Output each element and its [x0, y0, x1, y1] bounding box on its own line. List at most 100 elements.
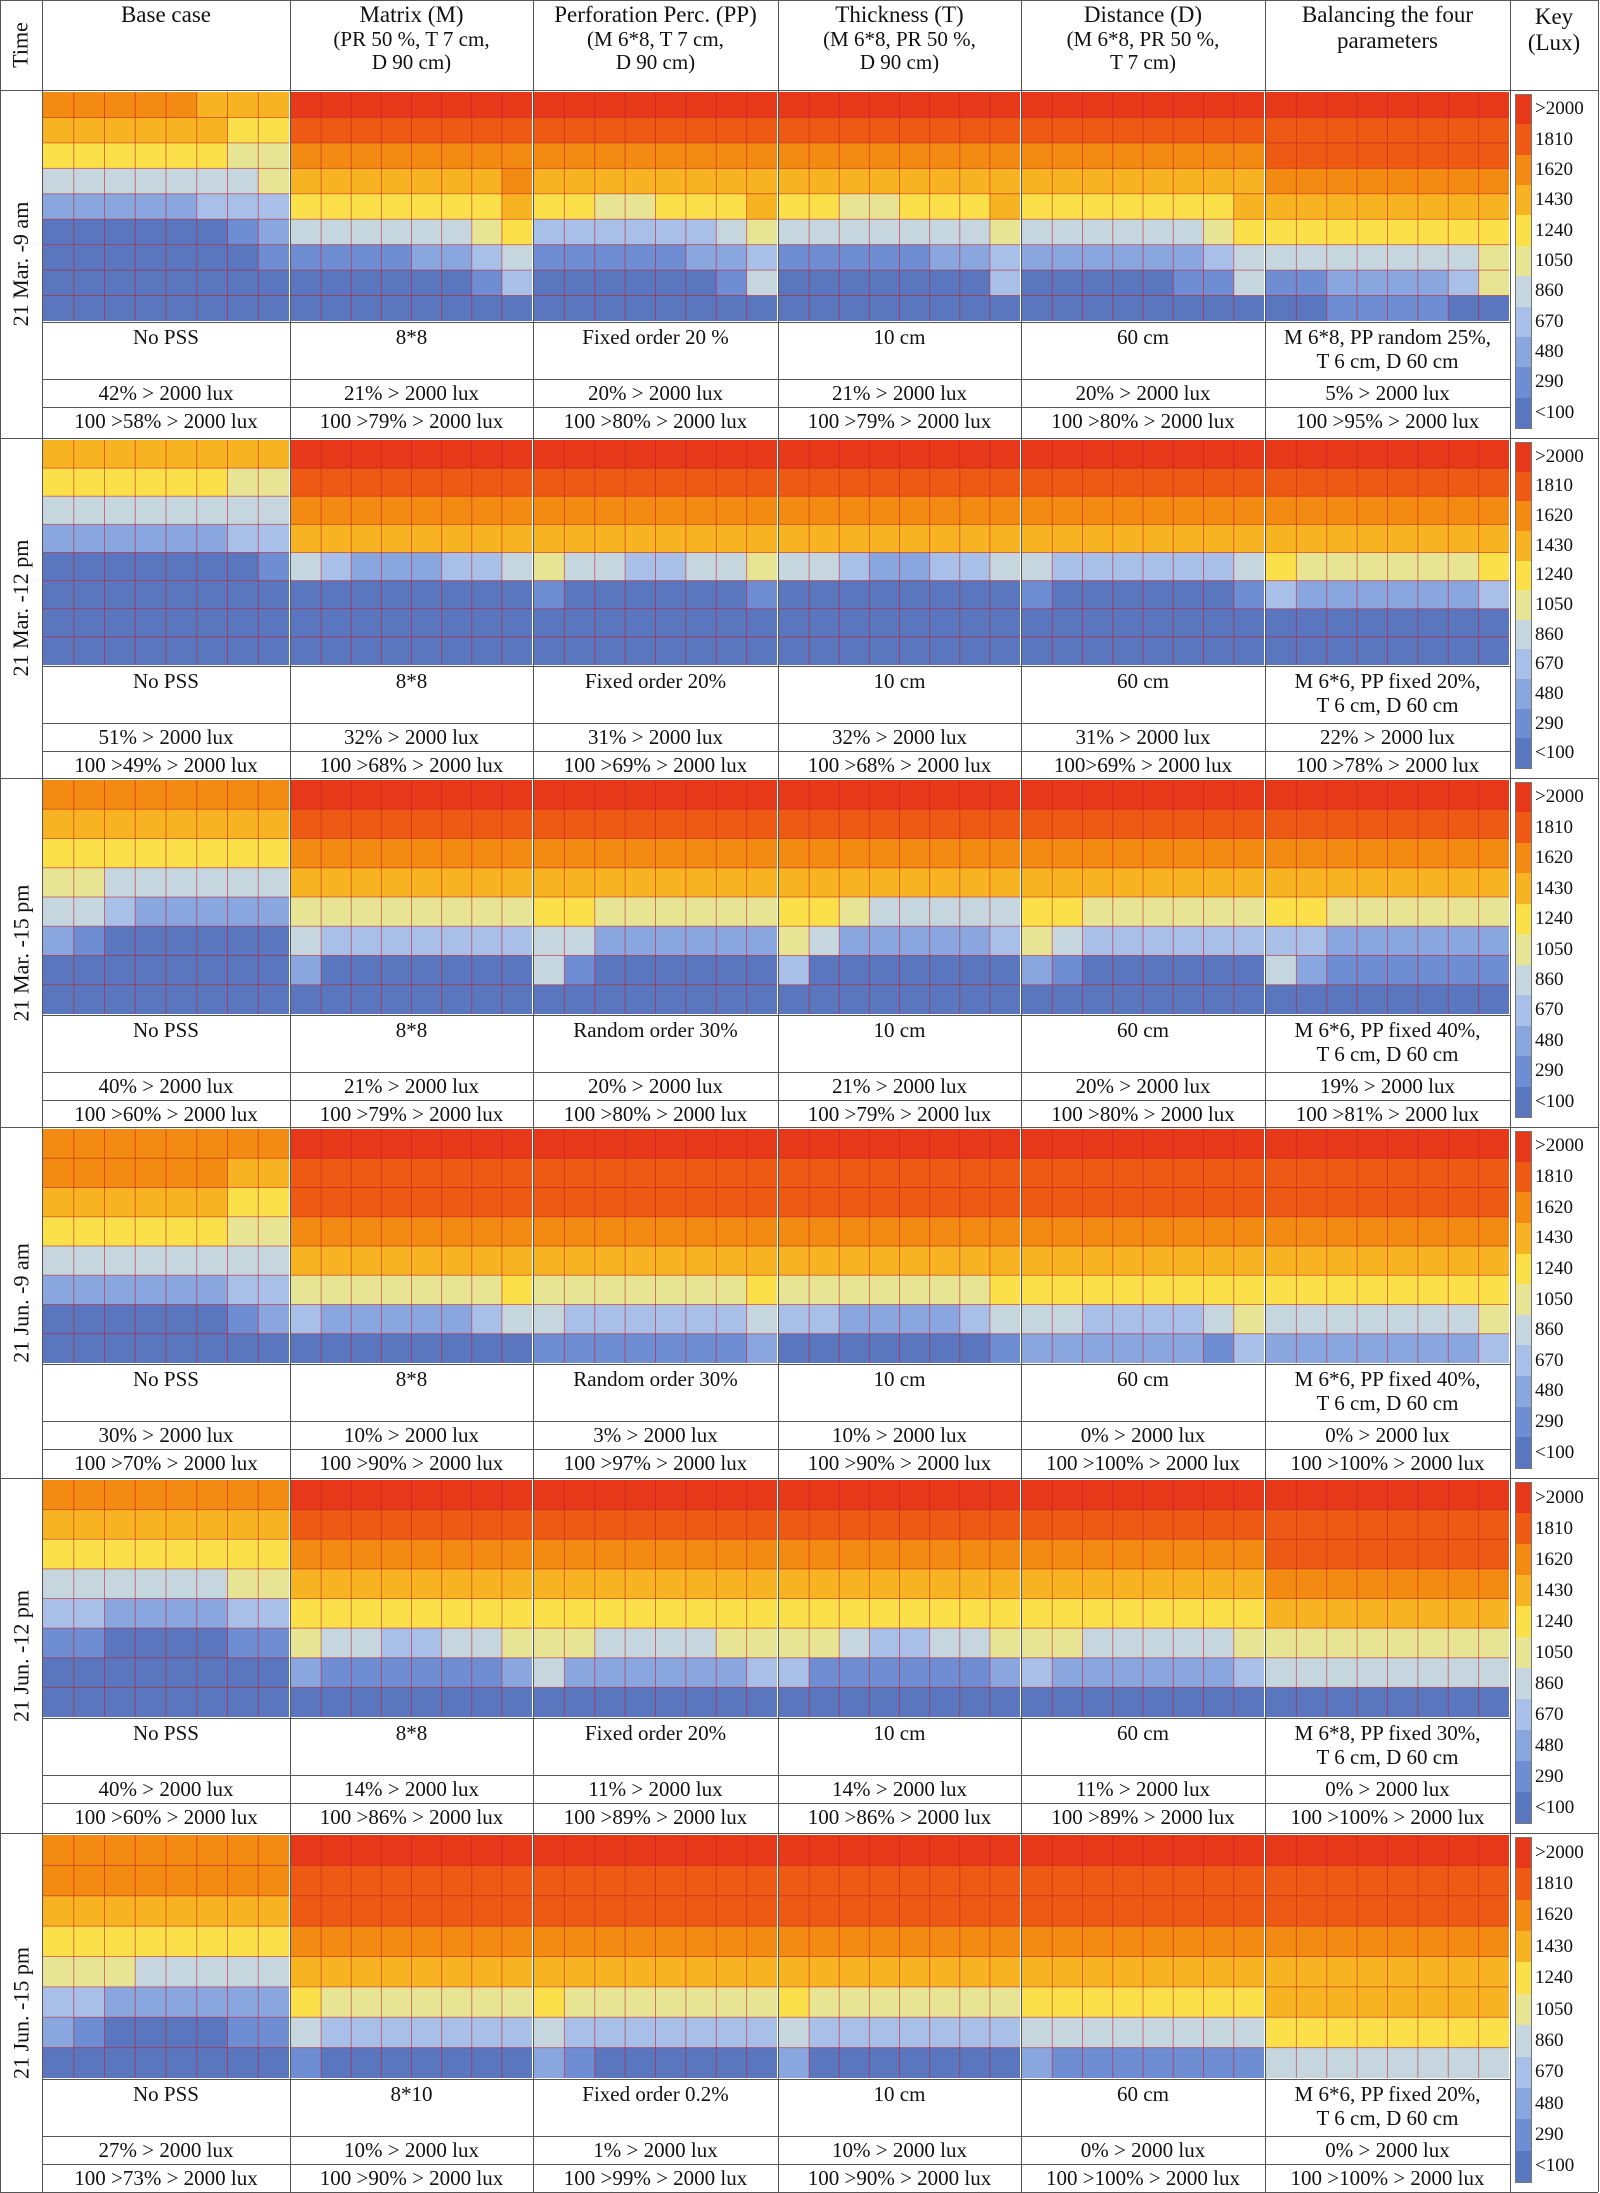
heatmap-cell: [959, 608, 991, 638]
heatmap-cell: [1112, 809, 1144, 840]
heatmap-cell: [1233, 984, 1264, 1014]
heatmap-cell: [1233, 1657, 1264, 1688]
heatmap-cell: [381, 1275, 413, 1306]
heatmap-cell: [104, 244, 136, 271]
heatmap-cell: [471, 2017, 503, 2049]
heatmap-cell: [501, 1687, 532, 1717]
heatmap-cell: [501, 1480, 532, 1511]
heatmap-cell: [899, 1657, 931, 1688]
heatmap-cell: [625, 1480, 657, 1511]
heatmap-cell: [899, 1333, 931, 1363]
heatmap-cell: [441, 270, 473, 297]
heatmap-cell: [321, 1657, 352, 1688]
heatmap-cell: [655, 142, 687, 169]
heatmap-cell: [625, 1956, 657, 1988]
heatmap-cell: [534, 1158, 565, 1189]
heatmap-cell: [959, 244, 991, 271]
heatmap-cell: [1022, 552, 1053, 582]
heatmap-cell: [1478, 496, 1509, 525]
configuration-label: Fixed order 20 %: [582, 325, 729, 349]
heatmap-cell: [1357, 867, 1389, 898]
heatmap-cell: [1022, 1568, 1053, 1600]
heatmap-cell: [1082, 984, 1114, 1014]
key-level-label: 1810: [1535, 816, 1573, 838]
heatmap-cell: [716, 1480, 748, 1511]
heatmap-cell: [1203, 2017, 1235, 2049]
heatmap-cell: [471, 295, 503, 321]
key-swatch: [1515, 1513, 1531, 1545]
heatmap-cell: [291, 897, 322, 927]
heatmap-cell: [166, 440, 198, 469]
heatmap-cell: [779, 552, 810, 582]
heatmap-cell: [594, 955, 626, 986]
heatmap-cell: [929, 580, 961, 610]
heatmap-cell: [471, 1539, 503, 1570]
heatmap-cell: [989, 1598, 1020, 1629]
heatmap-cell: [1143, 1568, 1174, 1600]
heatmap-cell: [43, 1628, 75, 1659]
heatmap-cell: [1448, 1865, 1480, 1897]
heatmap-cell: [351, 984, 382, 1014]
heatmap-cell: [227, 1129, 259, 1159]
key-swatch: [1515, 1222, 1531, 1255]
heatmap-cell: [166, 552, 198, 582]
heatmap-cell: [1296, 1509, 1328, 1540]
heatmap-cell: [1478, 1304, 1509, 1335]
heatmap-cell: [351, 1835, 382, 1866]
heatmap-cell: [441, 468, 473, 497]
heatmap-cell: [1173, 1509, 1205, 1540]
heatmap-cell: [104, 897, 136, 927]
heatmap-cell: [166, 142, 198, 169]
heatmap-cell: [471, 142, 503, 169]
heatmap-cell: [1296, 1687, 1328, 1717]
heatmap-cell: [1326, 1216, 1358, 1247]
heatmap-cell: [1052, 552, 1084, 582]
heatmap-cell: [291, 1865, 322, 1897]
heatmap-cell: [135, 1895, 167, 1927]
heatmap-cell: [1387, 1129, 1419, 1159]
heatmap-cell: [321, 838, 352, 869]
heatmap-cell: [1143, 1216, 1174, 1247]
remaining-percent-label: 100 >80% > 2000 lux: [563, 1102, 748, 1126]
heatmap-cell: [746, 270, 777, 297]
heatmap-cell: [564, 1304, 596, 1335]
illuminance-heatmap: [779, 92, 1020, 321]
heatmap-cell: [135, 524, 167, 554]
heatmap-cell: [1203, 1158, 1235, 1189]
heatmap-cell: [381, 867, 413, 898]
heatmap-cell: [1448, 1158, 1480, 1189]
key-level-label: 1240: [1535, 1257, 1573, 1279]
heatmap-cell: [534, 580, 565, 610]
column-header-title: Base case: [120, 2, 212, 27]
heatmap-cell: [959, 1275, 991, 1306]
heatmap-cell: [471, 117, 503, 144]
heatmap-cell: [1266, 2047, 1297, 2078]
heatmap-cell: [1326, 1304, 1358, 1335]
heatmap-cell: [1448, 838, 1480, 869]
configuration-label: Fixed order 20%: [584, 669, 727, 693]
heatmap-cell: [685, 1835, 717, 1866]
percent-above-2000-lux: 10% > 2000 lux: [832, 2138, 967, 2162]
remaining-percent-label: 100 >78% > 2000 lux: [1295, 753, 1480, 777]
heatmap-cell: [381, 580, 413, 610]
heatmap-cell: [1448, 1509, 1480, 1540]
heatmap-cell: [959, 1926, 991, 1958]
heatmap-cell: [501, 1895, 532, 1927]
key-swatch: [1515, 1253, 1531, 1285]
heatmap-cell: [1478, 193, 1509, 220]
heatmap-cell: [291, 496, 322, 525]
heatmap-cell: [625, 552, 657, 582]
heatmap-cell: [1112, 1628, 1144, 1659]
heatmap-cell: [655, 440, 687, 469]
heatmap-cell: [441, 780, 473, 810]
heatmap-cell: [1296, 552, 1328, 582]
heatmap-cell: [929, 168, 961, 195]
heatmap-cell: [73, 1628, 106, 1659]
heatmap-cell: [1478, 636, 1509, 665]
heatmap-cell: [1112, 984, 1144, 1014]
heatmap-cell: [1082, 1568, 1114, 1600]
heatmap-cell: [1082, 1480, 1114, 1511]
heatmap-cell: [1387, 244, 1419, 271]
heatmap-cell: [1203, 219, 1235, 246]
heatmap-cell: [1143, 1865, 1174, 1897]
